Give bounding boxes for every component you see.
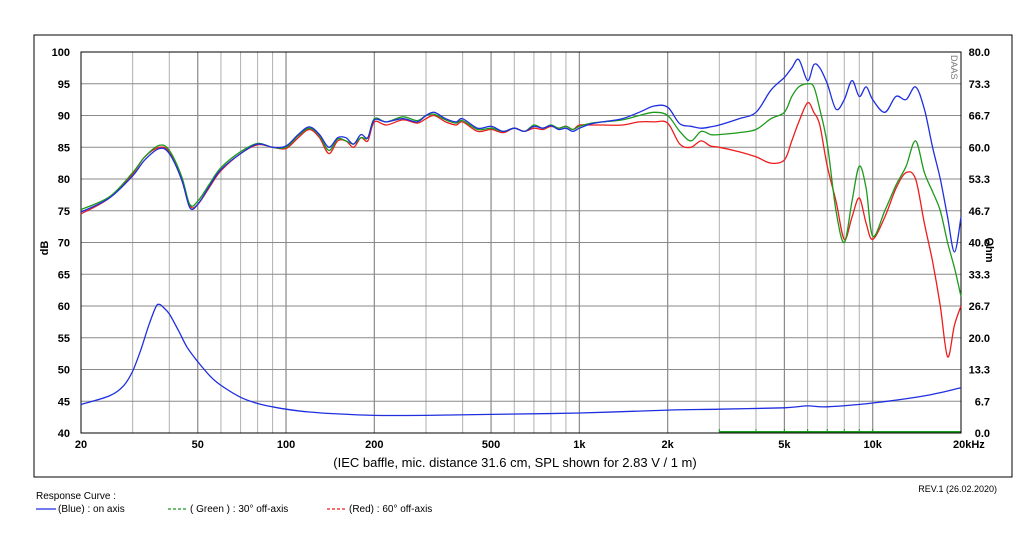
y-tick-label: 85 <box>58 142 70 154</box>
y-tick-label: 45 <box>58 396 70 408</box>
y-tick-label: 70 <box>58 238 70 250</box>
y2-tick-label: 73.3 <box>969 79 990 91</box>
brand-watermark: DAAS <box>949 55 959 80</box>
y2-tick-label: 0.0 <box>975 428 990 440</box>
legend-label-red: (Red) : 60° off-axis <box>349 504 432 515</box>
legend: (Blue) : on axis ( Green ) : 30° off-axis… <box>36 504 432 515</box>
outer-frame <box>33 34 1013 478</box>
y-tick-label: 40 <box>58 428 70 440</box>
y-tick-labels: 100 95 90 85 80 75 70 65 60 55 50 45 40 <box>52 47 70 440</box>
y2-tick-label: 33.3 <box>969 269 990 281</box>
spl-line-green <box>80 83 962 297</box>
y2-tick-label: 26.7 <box>969 301 990 313</box>
y-tick-label: 55 <box>58 333 70 345</box>
y-tick-label: 75 <box>58 206 70 218</box>
y-tick-label: 60 <box>58 301 70 313</box>
x-tick-label: 200 <box>365 439 383 451</box>
y-axis-title: dB <box>39 241 51 256</box>
x-tick-label: 500 <box>482 439 500 451</box>
y2-tick-label: 46.7 <box>969 206 990 218</box>
y2-axis-title: Ohm <box>983 237 995 262</box>
x-tick-label: 100 <box>277 439 295 451</box>
y2-tick-label: 20.0 <box>969 333 990 345</box>
y-tick-label: 100 <box>52 47 70 59</box>
y2-tick-label: 13.3 <box>969 365 990 377</box>
series-lines <box>80 58 962 417</box>
y2-tick-label: 60.0 <box>969 142 990 154</box>
y-tick-label: 80 <box>58 174 70 186</box>
y-tick-label: 65 <box>58 269 70 281</box>
y2-tick-label: 66.7 <box>969 111 990 123</box>
x-tick-label: 2k <box>662 439 675 451</box>
x-tick-label: 1k <box>573 439 586 451</box>
y2-tick-label: 80.0 <box>969 47 990 59</box>
legend-title: Response Curve : <box>36 491 116 502</box>
plot-border <box>80 51 962 434</box>
x-tick-label: 10k <box>864 439 883 451</box>
spl-line-red <box>80 101 962 358</box>
y-tick-label: 50 <box>58 365 70 377</box>
x-tick-label: 50 <box>192 439 204 451</box>
spl-line-blue <box>80 58 962 253</box>
y-tick-label: 95 <box>58 79 70 91</box>
legend-label-blue: (Blue) : on axis <box>58 504 125 515</box>
y2-tick-labels: 80.0 73.3 66.7 60.0 53.3 46.7 40.0 33.3 26.7 20.0… <box>969 47 990 440</box>
chart-caption: (IEC baffle, mic. distance 31.6 cm, SPL … <box>333 455 696 470</box>
legend-label-green: ( Green ) : 30° off-axis <box>190 504 288 515</box>
y2-tick-label: 6.7 <box>975 396 990 408</box>
y2-tick-label: 40.0 <box>969 238 990 250</box>
x-tick-labels: 20 50 100 200 500 1k 2k 5k 10k 20kHz <box>75 439 985 451</box>
x-tick-label: 5k <box>778 439 791 451</box>
y-tick-label: 90 <box>58 111 70 123</box>
grid <box>81 52 961 433</box>
impedance-line-blue <box>80 303 962 417</box>
impedance-region-marks <box>718 429 961 433</box>
y2-tick-label: 53.3 <box>969 174 990 186</box>
x-tick-label: 20kHz <box>953 439 985 451</box>
x-tick-label: 20 <box>75 439 87 451</box>
revision-label: REV.1 (26.02.2020) <box>918 484 997 494</box>
